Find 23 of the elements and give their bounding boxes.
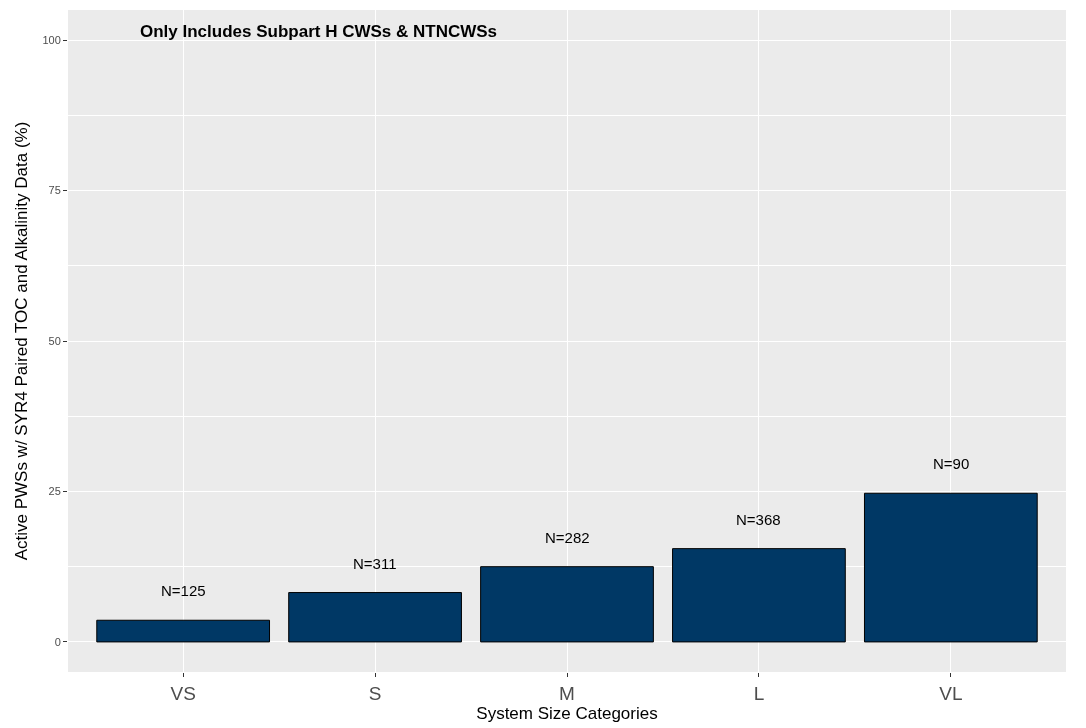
x-tick-label: L bbox=[753, 682, 765, 704]
y-tick-label: 0 bbox=[54, 635, 61, 648]
bar bbox=[288, 592, 462, 643]
bar bbox=[96, 619, 271, 643]
annotation: N=368 bbox=[736, 511, 781, 528]
bar bbox=[863, 492, 1038, 643]
x-tick-label: S bbox=[368, 682, 382, 704]
y-axis-title: Active PWSs w/ SYR4 Paired TOC and Alkalinity Data (%) bbox=[11, 121, 31, 561]
y-tick-label: 25 bbox=[48, 485, 61, 498]
annotation: N=282 bbox=[545, 529, 590, 546]
annotation: N=125 bbox=[161, 582, 206, 599]
x-axis-title: System Size Categories bbox=[476, 703, 658, 723]
y-tick-label: 75 bbox=[48, 184, 61, 197]
annotation: N=311 bbox=[353, 555, 397, 572]
y-tick-label: 50 bbox=[48, 334, 61, 347]
bar bbox=[672, 548, 846, 643]
x-tick-label: VL bbox=[939, 682, 963, 704]
annotation: Only Includes Subpart H CWSs & NTNCWSs bbox=[140, 22, 498, 41]
annotation: N=90 bbox=[933, 455, 970, 472]
x-tick-label: VS bbox=[170, 682, 196, 704]
bar bbox=[480, 566, 654, 643]
y-tick-label: 100 bbox=[42, 33, 61, 46]
x-tick-label: M bbox=[559, 682, 575, 704]
